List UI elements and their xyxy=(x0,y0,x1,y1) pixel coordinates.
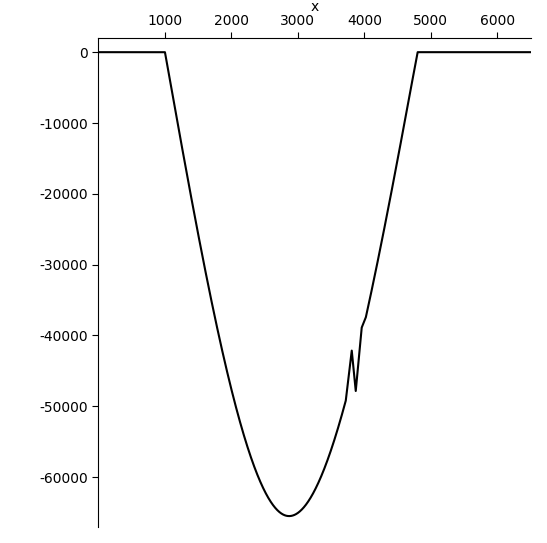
X-axis label: x: x xyxy=(310,0,319,14)
